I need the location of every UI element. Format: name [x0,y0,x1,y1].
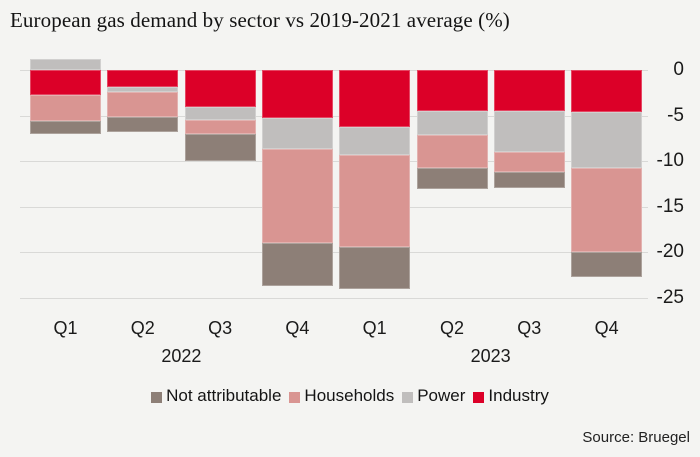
source-note: Source: Bruegel [582,429,690,446]
x-tick-label: Q3 [208,318,233,338]
legend-swatch-icon [289,391,301,403]
legend-label: Not attributable [166,386,282,405]
legend-swatch-icon [402,391,414,403]
x-tick-label: Q4 [285,318,310,338]
bar-segment [107,91,179,118]
legend-item: Power [402,386,465,406]
bar-segment [493,70,565,111]
bar-segment [184,133,256,162]
bar-segment [416,134,488,168]
bar-segment [261,149,333,244]
legend-swatch-icon [473,391,485,403]
y-tick-label: 0 [673,59,684,80]
gridline [20,206,648,208]
bar-segment [107,87,179,92]
y-tick-label: -10 [656,150,684,172]
bar-segment [107,117,179,132]
bar-segment [493,172,565,189]
year-label: 2023 [470,346,511,366]
y-tick-label: -15 [656,195,684,217]
gridline [20,161,648,163]
bar-segment [571,112,643,168]
x-tick-label: Q2 [439,318,464,338]
bar-segment [30,70,101,95]
legend-item: Households [289,386,394,406]
legend-label: Households [304,386,395,405]
legend-swatch-icon [151,391,163,403]
year-label: 2022 [161,346,202,366]
bar-segment [339,246,411,289]
bar-segment [339,126,411,155]
bar-segment [261,118,333,150]
bar-segment [261,70,333,119]
y-tick-label: -20 [656,241,684,263]
bar-segment [184,70,256,107]
bar-segment [571,167,643,253]
x-tick-label: Q3 [517,318,542,338]
bar-segment [416,70,488,111]
bar-segment [416,167,488,189]
bar-segment [339,70,411,127]
bar-segment [184,106,256,121]
bar-segment [184,120,256,134]
legend-item: Not attributable [151,386,281,406]
x-tick-label: Q1 [53,318,78,338]
bar-segment [261,243,333,287]
bar-segment [30,121,101,134]
legend-item: Industry [473,386,549,406]
x-tick-label: Q4 [594,318,619,338]
gridline [20,70,648,71]
legend-label: Industry [488,386,549,405]
y-tick-label: -5 [667,104,684,126]
legend-label: Power [417,386,466,405]
x-tick-label: Q2 [130,318,155,338]
x-tick-label: Q1 [362,318,387,338]
bar-segment [107,70,179,88]
legend: Not attributable Households Power Industry [0,386,700,406]
bar-segment [339,154,411,247]
bar-segment [571,70,643,112]
bar-segment [416,111,488,135]
gridline [20,115,648,117]
y-tick-label: -25 [656,287,684,308]
bar-segment [30,94,101,121]
bar-segment [571,252,643,277]
chart-title: European gas demand by sector vs 2019-20… [10,8,510,32]
gridline [20,252,648,254]
bar-segment [493,152,565,173]
bar-segment [30,59,101,70]
gridline [20,298,648,299]
bar-segment [493,111,565,152]
